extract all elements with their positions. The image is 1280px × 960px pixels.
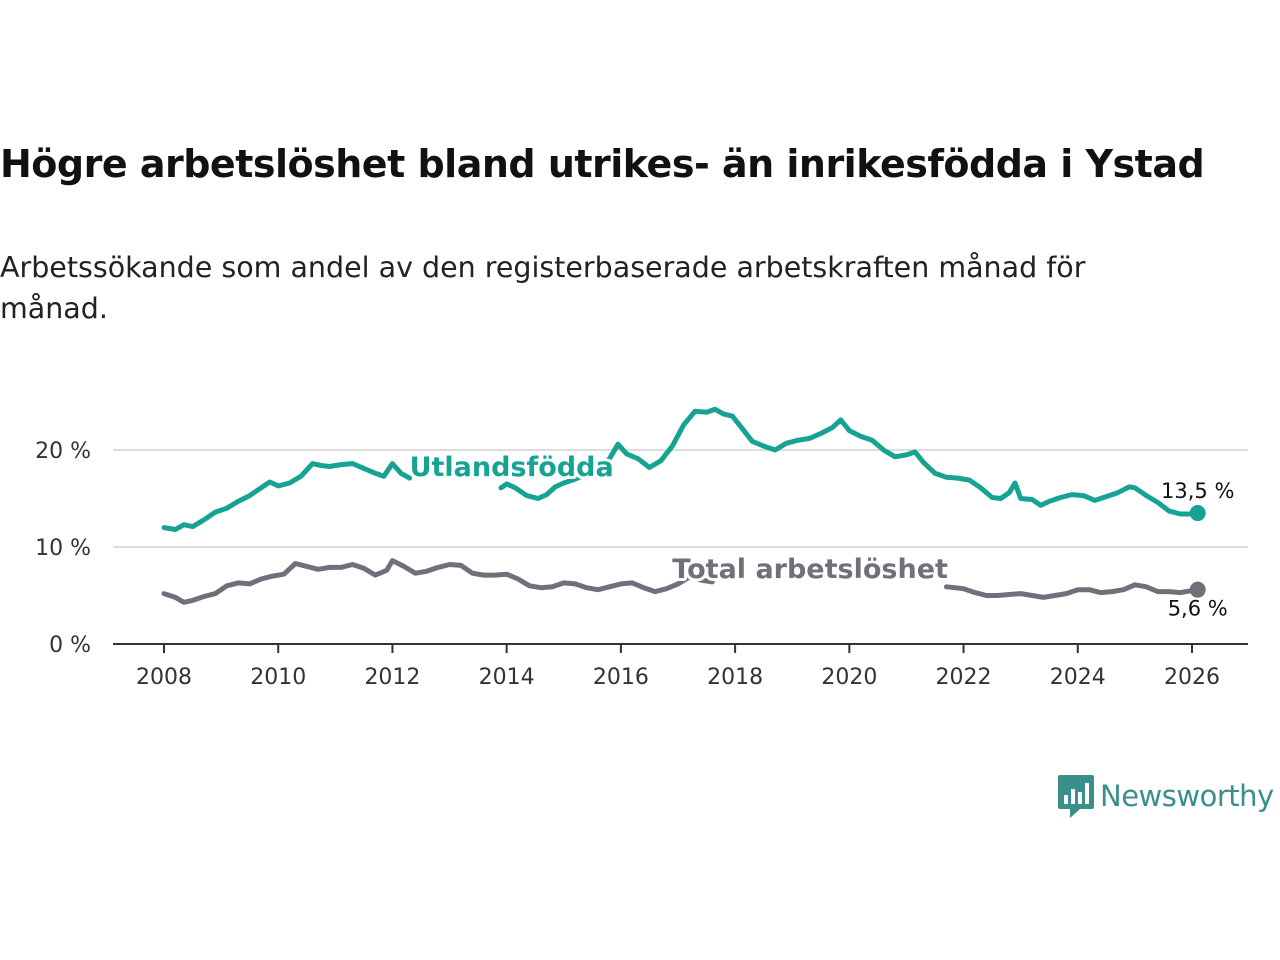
x-tick-label: 2010 bbox=[250, 665, 306, 690]
series-line-utlandsfodda bbox=[498, 406, 1201, 517]
end-value-label: 13,5 % bbox=[1161, 479, 1234, 503]
x-tick-label: 2018 bbox=[707, 665, 763, 690]
series-line-total bbox=[943, 582, 1201, 600]
end-marker bbox=[1189, 505, 1206, 522]
y-tick-label: 20 % bbox=[35, 439, 91, 464]
x-tick-label: 2012 bbox=[364, 665, 420, 690]
series-line-total bbox=[161, 558, 715, 605]
chart-subtitle: Arbetssökande som andel av den registerb… bbox=[0, 251, 1086, 325]
end-value-label: 5,6 % bbox=[1168, 597, 1228, 621]
chart-title: Högre arbetslöshet bland utrikes- än inr… bbox=[0, 142, 1205, 186]
x-tick-label: 2014 bbox=[479, 665, 535, 690]
chart-bubble-icon bbox=[1058, 775, 1094, 818]
logo-text: Newsworthy bbox=[1100, 779, 1274, 813]
series-labels: Utlandsfödda Total arbetslöshet bbox=[407, 449, 951, 588]
series-label-total: Total arbetslöshet bbox=[672, 554, 948, 585]
x-tick-label: 2026 bbox=[1164, 665, 1220, 690]
series-label-utlandsfodda: Utlandsfödda bbox=[410, 452, 614, 483]
y-tick-label: 0 % bbox=[49, 633, 91, 658]
x-tick-label: 2024 bbox=[1050, 665, 1106, 690]
x-tick-label: 2022 bbox=[936, 665, 992, 690]
gridlines bbox=[113, 449, 1248, 548]
end-marker bbox=[1189, 581, 1206, 598]
x-tick-label: 2008 bbox=[136, 665, 192, 690]
series-line-utlandsfodda bbox=[161, 461, 413, 532]
x-tick-label: 2020 bbox=[821, 665, 877, 690]
series-lines bbox=[161, 406, 1201, 605]
x-tick-label: 2016 bbox=[593, 665, 649, 690]
y-tick-label: 10 % bbox=[35, 536, 91, 561]
newsworthy-logo[interactable]: Newsworthy bbox=[1058, 772, 1274, 820]
end-markers: 13,5 % 5,6 % bbox=[1161, 479, 1234, 621]
axes: 0 % 10 % 20 % 2008 2010 2012 2014 2016 2018 2020 2… bbox=[35, 439, 1248, 690]
